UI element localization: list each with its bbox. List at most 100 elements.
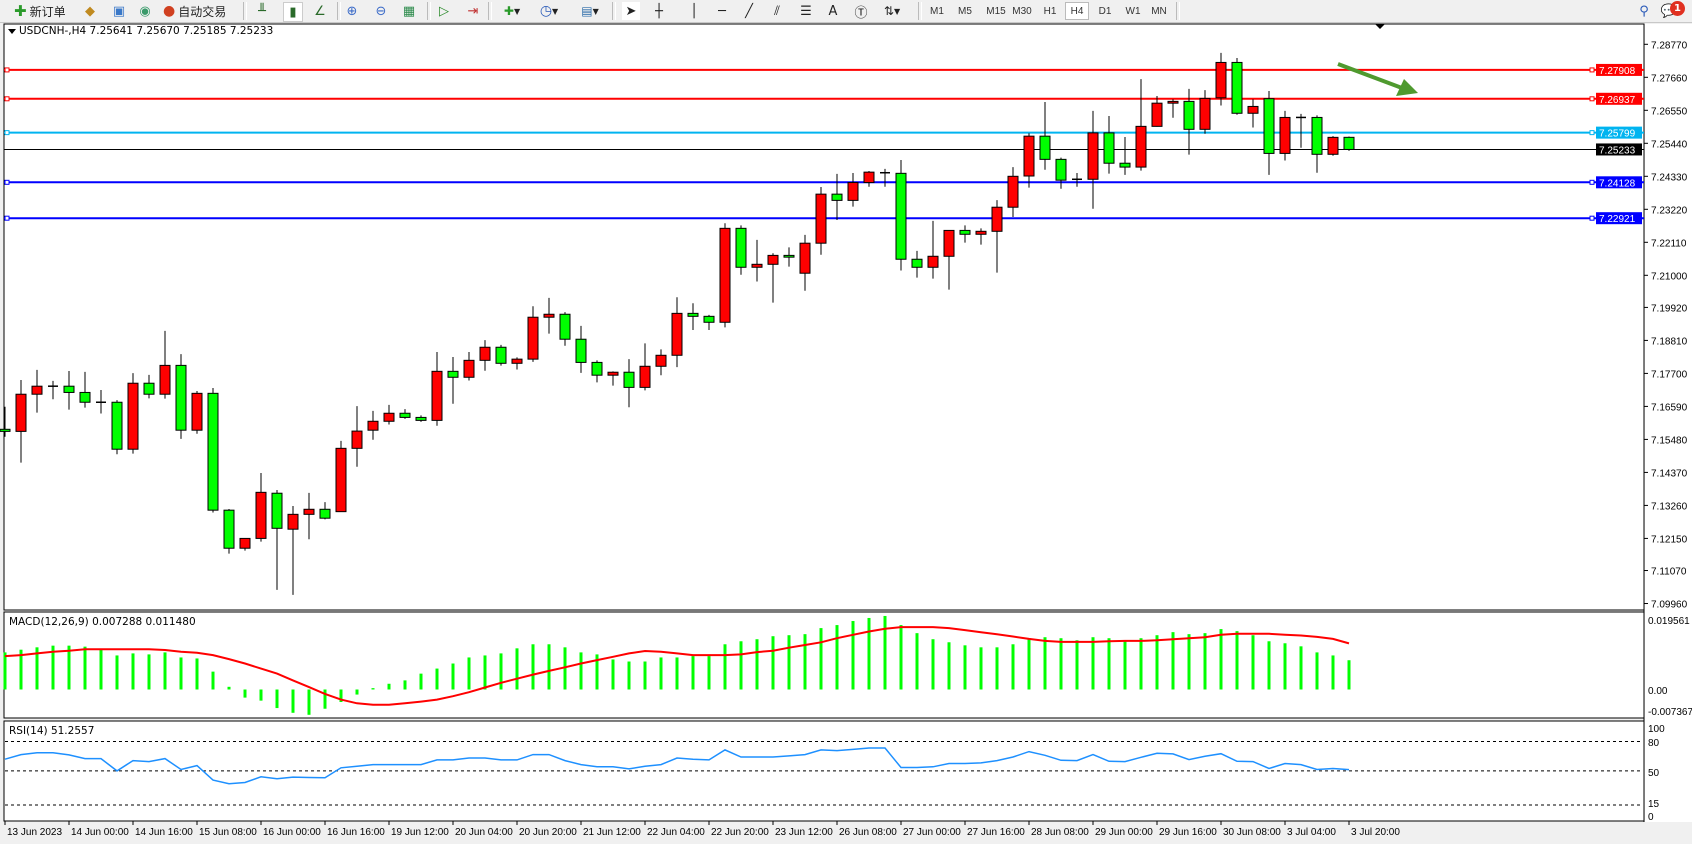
timeframe-m5[interactable]: M5 [958,5,972,17]
candle-body [1311,116,1323,155]
macd-histogram-bar [115,655,119,690]
trend-arrow[interactable] [1337,62,1418,96]
candle [1103,115,1115,174]
symbol-dropdown-icon[interactable] [8,29,16,34]
timeframe-w1[interactable]: W1 [1125,5,1141,17]
level-handle-icon [1589,96,1595,102]
candle-body [527,316,539,360]
time-label: 26 Jun 08:00 [839,827,897,838]
candle [991,200,1003,273]
new-order-icon: ✚ [14,2,27,20]
zoom-in-icon[interactable]: ⊕ [346,3,358,19]
channel-icon[interactable]: ⫽ [774,3,780,19]
candle-body [351,430,363,449]
candle [287,506,299,595]
main-price-pane[interactable] [3,23,1645,611]
candle-body [815,193,827,244]
bar-chart-icon[interactable]: ╨ [258,3,266,19]
macd-histogram-bar [1267,641,1271,690]
candle [303,492,315,540]
macd-histogram-bar [1107,638,1111,690]
candle [1263,90,1275,175]
arrow-head-icon [1396,79,1418,96]
candlestick-icon[interactable]: ▮ [283,2,303,22]
text-icon[interactable]: A [828,3,838,19]
macd-histogram-bar [835,625,839,690]
price-tick-label: 7.12150 [1651,534,1688,545]
trendline-icon[interactable]: ╱ [745,3,753,19]
text-label-icon[interactable]: Ⓣ [854,5,868,21]
candle [815,187,827,255]
separator [243,2,247,20]
timeframe-h1[interactable]: H1 [1043,5,1057,17]
candle-body [1231,61,1243,114]
candle-body [207,392,219,511]
candle-body [735,227,747,268]
new-order-label: 新订单 [29,4,66,19]
candle [895,159,907,271]
candle [143,374,155,399]
price-axis[interactable] [1645,24,1692,822]
chart-shift-marker-icon[interactable] [1375,24,1385,29]
candle [1167,99,1179,118]
timeframe-h4[interactable]: H4 [1065,2,1089,20]
auto-trading-button[interactable]: ● 自动交易 [163,2,226,20]
timeframe-mn[interactable]: MN [1151,5,1167,17]
navigator-icon[interactable]: ▣ [112,3,126,19]
candle-body [1279,116,1291,154]
notification-badge[interactable]: 1 [1670,1,1685,16]
line-chart-icon[interactable]: ∠ [314,3,326,19]
candle [559,312,571,346]
candle [1072,173,1082,187]
chart-shift-icon[interactable]: ⇥ [467,3,479,19]
crosshair-icon[interactable]: ┼ [655,3,663,19]
dropdown-arrow-icon: ▼ [592,6,599,16]
new-order-button[interactable]: ✚ 新订单 [14,2,66,20]
candle-body [1023,135,1035,177]
fibonacci-icon[interactable]: ☰ [800,3,812,19]
auto-scroll-icon[interactable]: ▷ [439,3,449,19]
level-handle-icon [4,96,10,102]
indicators-button[interactable]: ✚ ▼ [498,2,526,20]
templates-button[interactable]: ▤ ▼ [575,2,605,20]
candle [223,508,235,554]
dropdown-arrow-icon: ▼ [513,6,521,16]
price-tick-label: 7.18810 [1651,336,1688,347]
level-price-tag [1596,212,1642,225]
market-watch-icon[interactable]: ◆ [85,3,95,19]
timeframe-d1[interactable]: D1 [1098,5,1112,17]
signals-icon[interactable]: ◉ [139,3,151,19]
search-icon[interactable]: ⚲ [1639,3,1649,19]
candle [1247,99,1259,128]
timeframe-m1[interactable]: M1 [930,5,944,17]
auto-trading-icon: ● [163,3,176,19]
cursor-icon[interactable]: ➤ [622,2,640,20]
candle [735,225,747,275]
level-handle-icon [1589,130,1595,136]
macd-histogram-bar [707,656,711,690]
horizontal-line-icon[interactable]: ─ [718,3,726,19]
macd-histogram-bar [691,656,695,690]
macd-histogram-bar [579,652,583,690]
vertical-line-icon[interactable]: │ [690,3,698,19]
timeframe-m30[interactable]: M30 [1012,5,1032,17]
level-handle-icon [4,179,10,185]
periods-button[interactable]: ◷ ▼ [534,2,564,20]
macd-histogram-bar [1187,634,1191,690]
tile-windows-icon[interactable]: ▦ [402,3,416,19]
time-label: 20 Jun 20:00 [519,827,577,838]
macd-histogram-bar [739,641,743,690]
arrows-button[interactable]: ⇅ ▼ [878,2,906,20]
time-label: 30 Jun 08:00 [1223,827,1281,838]
macd-histogram-bar [1283,643,1287,690]
timeframe-m15[interactable]: M15 [986,5,1006,17]
time-label: 13 Jun 2023 [7,827,62,838]
macd-histogram-bar [883,615,887,690]
zoom-out-icon[interactable]: ⊖ [375,3,387,19]
candle-body [991,206,1003,232]
macd-histogram-bar [211,671,215,690]
macd-histogram-bar [435,668,439,690]
candle [111,400,123,455]
macd-histogram-bar [3,652,7,690]
